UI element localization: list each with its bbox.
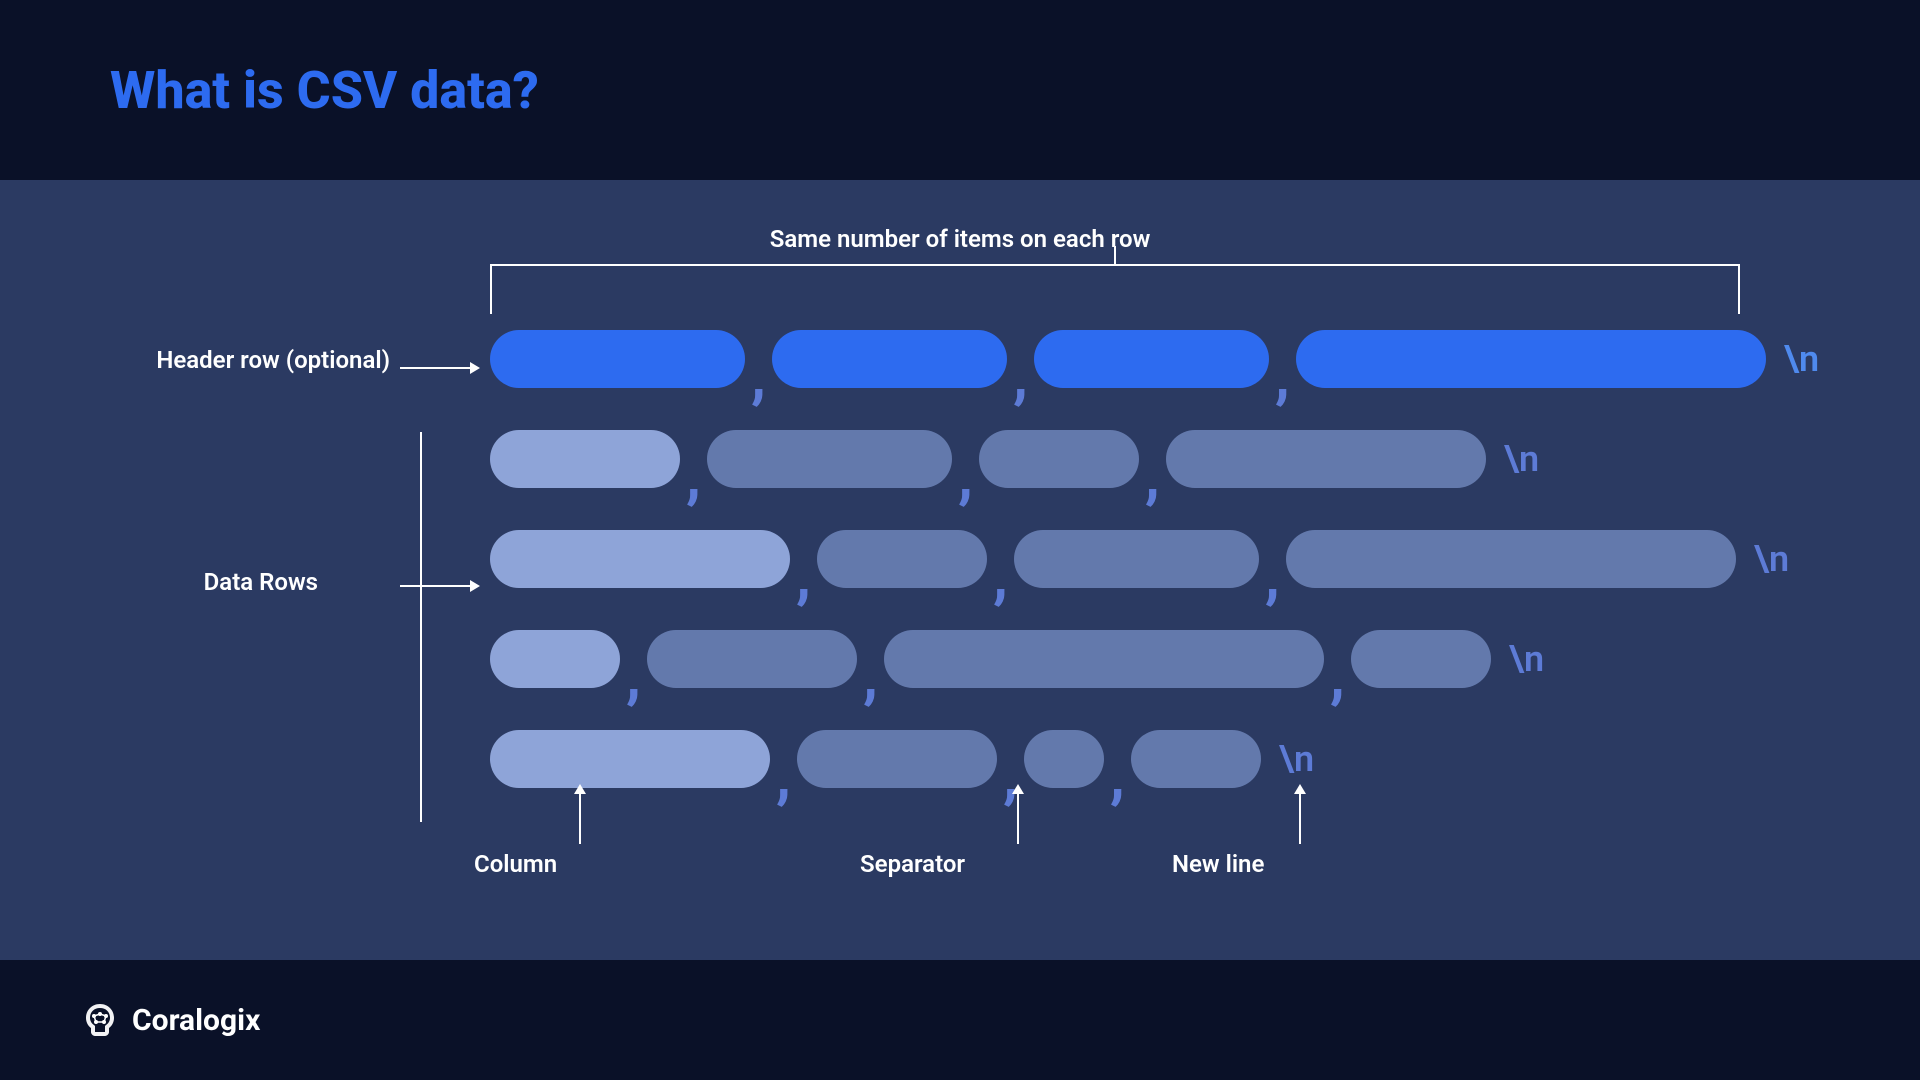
csv-cell-pill bbox=[1296, 330, 1766, 388]
arrow-right-icon bbox=[400, 576, 480, 596]
separator-glyph: , bbox=[1145, 448, 1160, 506]
csv-cell-pill bbox=[1286, 530, 1736, 588]
csv-cell-pill bbox=[797, 730, 997, 788]
arrow-up-icon bbox=[1008, 784, 1028, 844]
arrow-right-icon bbox=[400, 358, 480, 378]
arrow-up-icon bbox=[570, 784, 590, 844]
csv-cell-pill bbox=[884, 630, 1324, 688]
page-title: What is CSV data? bbox=[110, 60, 1920, 121]
csv-header-row: ,,,\n bbox=[490, 330, 1840, 388]
separator-glyph: , bbox=[686, 448, 701, 506]
separator-glyph: , bbox=[796, 548, 811, 606]
data-rows-label: Data Rows bbox=[168, 568, 318, 596]
csv-cell-pill bbox=[1034, 330, 1269, 388]
csv-cell-pill bbox=[490, 530, 790, 588]
newline-glyph: \n bbox=[1754, 538, 1789, 580]
csv-cell-pill bbox=[817, 530, 987, 588]
brain-icon bbox=[80, 1002, 120, 1038]
separator-glyph: , bbox=[863, 648, 878, 706]
csv-data-row: ,,,\n bbox=[490, 730, 1840, 788]
csv-cell-pill bbox=[1024, 730, 1104, 788]
separator-glyph: , bbox=[1330, 648, 1345, 706]
csv-data-row: ,,,\n bbox=[490, 630, 1840, 688]
csv-cell-pill bbox=[490, 630, 620, 688]
separator-glyph: , bbox=[958, 448, 973, 506]
csv-data-row: ,,,\n bbox=[490, 530, 1840, 588]
csv-cell-pill bbox=[1014, 530, 1259, 588]
separator-glyph: , bbox=[1013, 348, 1028, 406]
separator-label: Separator bbox=[860, 850, 965, 878]
newline-label: New line bbox=[1172, 850, 1264, 878]
newline-glyph: \n bbox=[1784, 338, 1819, 380]
top-annotation-label: Same number of items on each row bbox=[0, 225, 1920, 253]
brand-name: Coralogix bbox=[132, 1003, 260, 1038]
diagram-area: Same number of items on each row Header … bbox=[0, 180, 1920, 960]
csv-cell-pill bbox=[1131, 730, 1261, 788]
csv-cell-pill bbox=[1351, 630, 1491, 688]
brand-logo: Coralogix bbox=[80, 1002, 260, 1038]
csv-cell-pill bbox=[647, 630, 857, 688]
separator-glyph: , bbox=[1110, 748, 1125, 806]
separator-glyph: , bbox=[626, 648, 641, 706]
csv-data-row: ,,,\n bbox=[490, 430, 1840, 488]
separator-glyph: , bbox=[993, 548, 1008, 606]
newline-glyph: \n bbox=[1279, 738, 1314, 780]
csv-cell-pill bbox=[772, 330, 1007, 388]
newline-glyph: \n bbox=[1509, 638, 1544, 680]
top-bracket bbox=[490, 264, 1740, 314]
separator-glyph: , bbox=[1265, 548, 1280, 606]
footer-band: Coralogix bbox=[0, 960, 1920, 1080]
newline-glyph: \n bbox=[1504, 438, 1539, 480]
data-rows-bracket-line bbox=[420, 432, 422, 822]
csv-cell-pill bbox=[979, 430, 1139, 488]
header-band: What is CSV data? bbox=[0, 0, 1920, 180]
separator-glyph: , bbox=[751, 348, 766, 406]
csv-rows-area: ,,,\n,,,\n,,,\n,,,\n,,,\n bbox=[490, 330, 1840, 830]
arrow-up-icon bbox=[1290, 784, 1310, 844]
csv-cell-pill bbox=[707, 430, 952, 488]
column-label: Column bbox=[474, 850, 557, 878]
separator-glyph: , bbox=[1275, 348, 1290, 406]
separator-glyph: , bbox=[776, 748, 791, 806]
csv-cell-pill bbox=[490, 330, 745, 388]
csv-cell-pill bbox=[490, 430, 680, 488]
header-row-label: Header row (optional) bbox=[100, 346, 390, 374]
csv-cell-pill bbox=[1166, 430, 1486, 488]
csv-cell-pill bbox=[490, 730, 770, 788]
